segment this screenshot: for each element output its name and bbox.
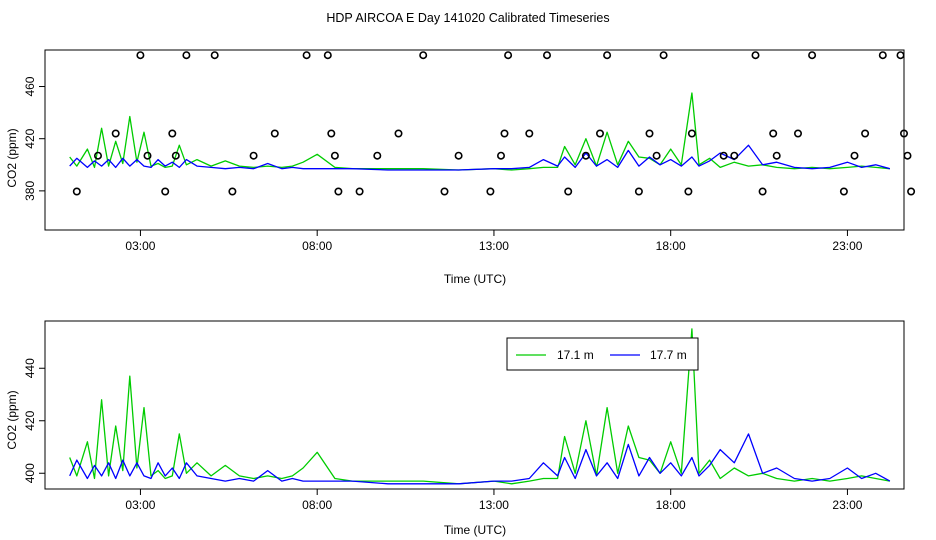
p1-marker-11	[249, 151, 258, 160]
p1-marker-3	[136, 51, 145, 60]
p1-marker-47	[808, 51, 817, 60]
p2-series-line-0	[69, 328, 891, 485]
p1-marker-32	[595, 129, 604, 138]
p1-marker-12	[270, 129, 279, 138]
p1-marker-51	[878, 51, 887, 60]
panel1-markers	[72, 51, 916, 196]
p1-series-line-1	[69, 144, 891, 171]
panel1-series	[69, 92, 891, 171]
p1-marker-37	[659, 51, 668, 60]
p1-marker-45	[772, 151, 781, 160]
p2-xtick-label-4: 23:00	[832, 498, 862, 512]
p1-marker-14	[323, 51, 332, 60]
p2-ytick-label-1: 420	[23, 410, 37, 430]
p1-marker-2	[111, 129, 120, 138]
panel2-frame	[44, 320, 905, 490]
p1-marker-41	[730, 151, 739, 160]
panel2-x-axis: 03:00 08:00 13:00 18:00 23:00	[125, 489, 863, 512]
p1-xtick-label-4: 23:00	[832, 239, 862, 253]
panel1-frame	[44, 49, 905, 231]
p1-marker-52	[896, 51, 905, 60]
p1-marker-24	[486, 187, 495, 196]
p1-marker-44	[769, 129, 778, 138]
p2-xtick-label-3: 18:00	[656, 498, 686, 512]
p1-marker-13	[302, 51, 311, 60]
p1-xtick-label-2: 13:00	[479, 239, 509, 253]
p1-marker-18	[355, 187, 364, 196]
p2-xtick-label-2: 13:00	[479, 498, 509, 512]
legend-box	[506, 337, 699, 371]
p1-xtick-label-1: 08:00	[302, 239, 332, 253]
p1-marker-53	[899, 129, 908, 138]
p1-marker-25	[496, 151, 505, 160]
p1-marker-30	[564, 187, 573, 196]
p1-marker-10	[228, 187, 237, 196]
p1-marker-50	[861, 129, 870, 138]
p1-marker-40	[719, 151, 728, 160]
p1-marker-0	[72, 187, 81, 196]
panel2-x-axis-label: Time (UTC)	[444, 523, 506, 537]
panel1-x-axis: 03:00 08:00 13:00 18:00 23:00	[125, 230, 863, 253]
p1-marker-20	[394, 129, 403, 138]
panel1-x-axis-label: Time (UTC)	[444, 272, 506, 286]
panel2-y-axis-label: CO2 (ppm)	[5, 390, 19, 449]
p1-marker-17	[334, 187, 343, 196]
p1-marker-21	[419, 51, 428, 60]
legend: 17.1 m 17.7 m	[506, 337, 699, 371]
p1-marker-1	[94, 151, 103, 160]
p1-marker-29	[542, 51, 551, 60]
p2-ytick-label-0: 400	[23, 463, 37, 483]
p1-series-line-0	[69, 92, 890, 171]
p1-marker-43	[758, 187, 767, 196]
p1-marker-26	[500, 129, 509, 138]
p1-marker-19	[373, 151, 382, 160]
p1-marker-8	[182, 51, 191, 60]
p1-marker-36	[652, 151, 661, 160]
p1-marker-28	[525, 129, 534, 138]
p2-xtick-label-0: 03:00	[125, 498, 155, 512]
p1-marker-39	[687, 129, 696, 138]
legend-label-17-1m: 17.1 m	[557, 348, 594, 362]
p1-marker-16	[330, 151, 339, 160]
p1-marker-15	[327, 129, 336, 138]
panel2-series	[69, 328, 891, 485]
p1-marker-7	[171, 151, 180, 160]
p1-marker-31	[581, 151, 590, 160]
p1-ytick-label-1: 420	[23, 128, 37, 148]
p1-marker-42	[751, 51, 760, 60]
p1-marker-33	[603, 51, 612, 60]
p2-ytick-label-2: 440	[23, 358, 37, 378]
p2-xtick-label-1: 08:00	[302, 498, 332, 512]
p1-marker-34	[634, 187, 643, 196]
p1-xtick-label-3: 18:00	[656, 239, 686, 253]
p1-marker-54	[903, 151, 912, 160]
p1-marker-6	[168, 129, 177, 138]
panel1-y-axis-label: CO2 (ppm)	[5, 128, 19, 187]
p1-marker-9	[210, 51, 219, 60]
p1-marker-27	[504, 51, 513, 60]
panel2-y-axis: 400 420 440	[23, 358, 45, 483]
p1-ytick-label-2: 460	[23, 76, 37, 96]
p1-marker-35	[645, 129, 654, 138]
p1-marker-49	[850, 151, 859, 160]
p1-marker-46	[793, 129, 802, 138]
chart-title: HDP AIRCOA E Day 141020 Calibrated Times…	[326, 11, 609, 25]
p1-marker-4	[143, 151, 152, 160]
p1-ytick-label-0: 380	[23, 181, 37, 201]
legend-label-17-7m: 17.7 m	[650, 348, 687, 362]
p2-series-line-1	[69, 433, 891, 485]
p1-marker-38	[684, 187, 693, 196]
p1-marker-23	[454, 151, 463, 160]
p1-marker-22	[440, 187, 449, 196]
p1-marker-55	[907, 187, 916, 196]
panel1-y-axis: 380 420 460	[23, 76, 45, 201]
p1-xtick-label-0: 03:00	[125, 239, 155, 253]
p1-marker-5	[161, 187, 170, 196]
p1-marker-48	[839, 187, 848, 196]
